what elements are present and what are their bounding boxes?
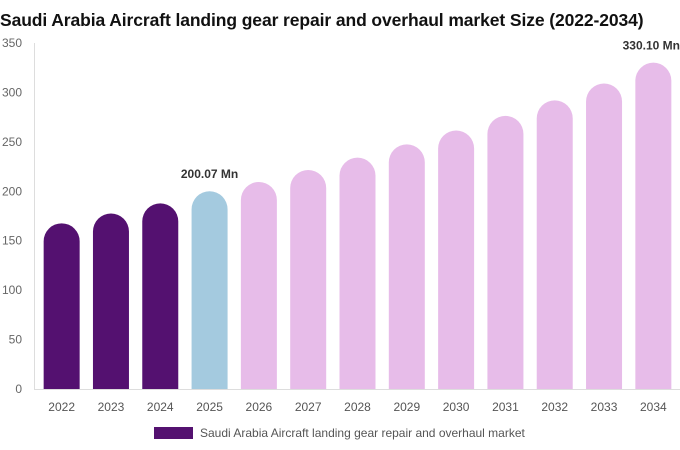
x-tick-label: 2022 <box>48 400 75 414</box>
x-tick-label: 2024 <box>147 400 174 414</box>
bar-2024 <box>142 203 179 389</box>
legend: Saudi Arabia Aircraft landing gear repai… <box>154 425 525 441</box>
y-tick-label: 0 <box>15 382 22 396</box>
y-tick-label: 150 <box>2 234 22 248</box>
bar-2033 <box>586 83 623 389</box>
x-tick-label: 2028 <box>344 400 371 414</box>
bar-2028 <box>339 157 376 389</box>
bar-2034 <box>635 62 672 389</box>
bar-2023 <box>92 213 129 389</box>
x-tick-label: 2025 <box>196 400 223 414</box>
x-tick-label: 2023 <box>98 400 125 414</box>
x-tick-label: 2029 <box>393 400 420 414</box>
bar-2031 <box>487 115 524 390</box>
bar-2026 <box>240 181 277 389</box>
bar-2032 <box>536 100 573 389</box>
x-tick-label: 2034 <box>640 400 667 414</box>
data-label: 200.07 Mn <box>181 167 238 181</box>
legend-swatch <box>154 427 193 439</box>
bar-2025 <box>191 191 228 389</box>
y-tick-label: 50 <box>9 333 23 347</box>
chart-title: Saudi Arabia Aircraft landing gear repai… <box>0 10 644 30</box>
y-tick-label: 200 <box>2 184 22 198</box>
x-tick-label: 2031 <box>492 400 519 414</box>
bar-2022 <box>43 223 80 389</box>
y-tick-label: 250 <box>2 135 22 149</box>
legend-label: Saudi Arabia Aircraft landing gear repai… <box>200 426 525 440</box>
bar-2030 <box>438 130 475 389</box>
y-tick-label: 300 <box>2 85 22 99</box>
x-tick-label: 2030 <box>443 400 470 414</box>
y-tick-label: 350 <box>2 36 22 50</box>
x-tick-label: 2033 <box>591 400 618 414</box>
x-tick-label: 2032 <box>541 400 568 414</box>
bar-2027 <box>290 170 327 389</box>
y-tick-label: 100 <box>2 283 22 297</box>
x-tick-label: 2027 <box>295 400 322 414</box>
bar-2029 <box>388 144 425 389</box>
x-tick-label: 2026 <box>246 400 273 414</box>
data-label: 330.10 Mn <box>623 39 680 53</box>
